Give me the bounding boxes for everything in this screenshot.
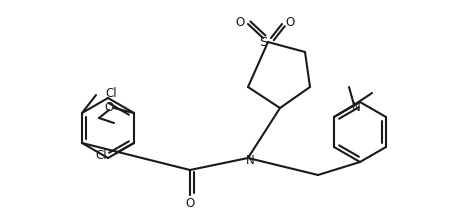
Text: O: O (285, 15, 294, 29)
Text: N: N (352, 101, 360, 114)
Text: O: O (104, 101, 114, 114)
Text: Cl: Cl (95, 148, 107, 161)
Text: O: O (185, 196, 195, 209)
Text: Cl: Cl (105, 86, 117, 99)
Text: S: S (259, 35, 267, 48)
Text: N: N (245, 154, 254, 167)
Text: O: O (235, 15, 245, 29)
